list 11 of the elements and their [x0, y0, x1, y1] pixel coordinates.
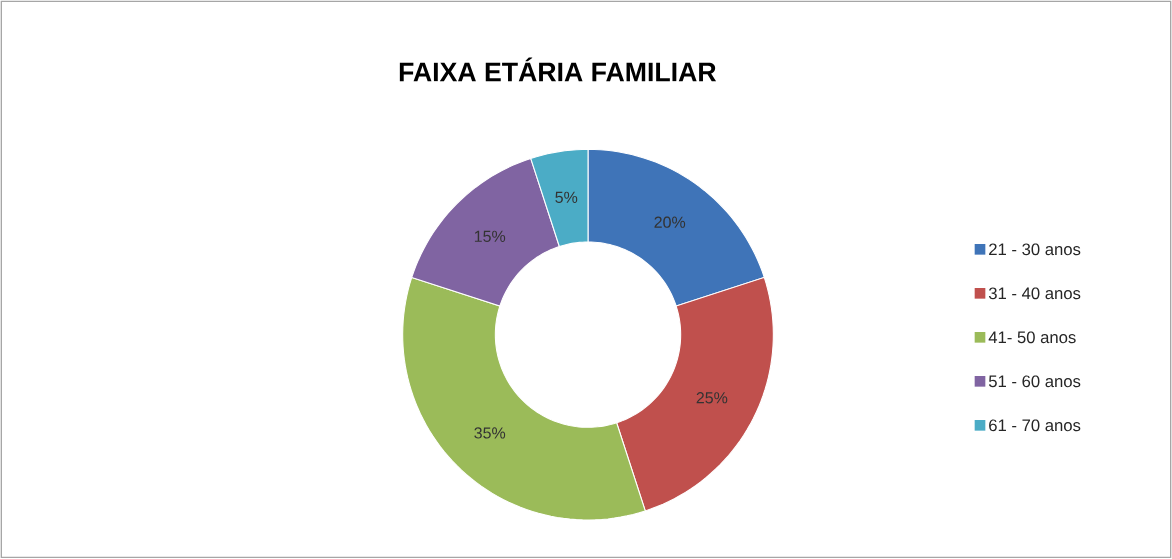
data-label: 35%: [474, 427, 506, 439]
legend-label: 31 - 40 anos: [988, 287, 1081, 300]
legend-label: 41- 50 anos: [988, 331, 1076, 344]
chart-title: FAIXA ETÁRIA FAMILIAR: [399, 57, 717, 82]
legend-label: 21 - 30 anos: [989, 243, 1081, 256]
legend-label: 61 - 70 anos: [989, 419, 1081, 432]
data-label: 20%: [654, 216, 686, 229]
data-label: 5%: [555, 191, 578, 204]
legend-label: 51 - 60 anos: [988, 375, 1081, 388]
data-label: 25%: [696, 392, 728, 404]
data-label: 15%: [474, 230, 506, 243]
